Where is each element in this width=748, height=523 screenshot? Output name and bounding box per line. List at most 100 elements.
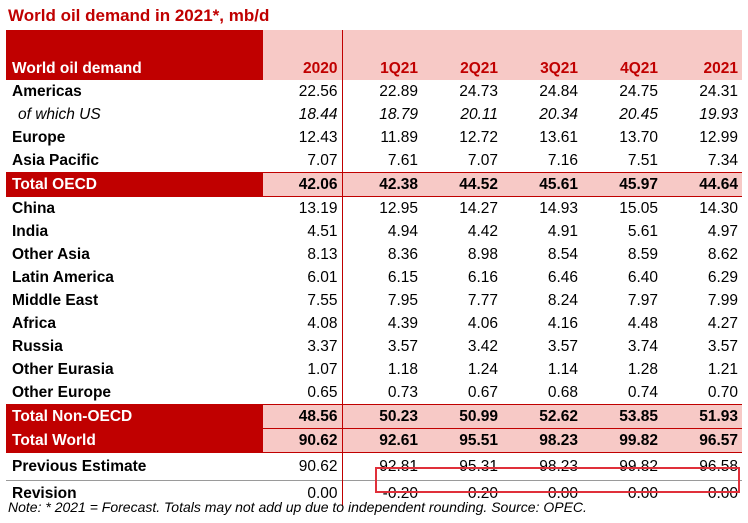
cell-value: 95.31 [422,452,502,481]
table-row: Other Europe 0.65 0.73 0.67 0.68 0.74 0.… [6,381,742,405]
cell-value: 7.34 [707,151,738,169]
cell-value: 90.62 [263,428,343,453]
row-label: Americas [12,82,82,100]
cell-value: 20.45 [619,105,658,123]
cell-value: 3.37 [263,335,343,358]
cell-value: 7.99 [707,291,738,309]
cell-value: 13.19 [263,196,343,220]
cell-value: 1.28 [627,360,658,378]
cell-value: 99.82 [582,452,662,481]
cell-value: 3.57 [547,337,578,355]
cell-value: 98.23 [502,428,582,453]
cell-value: 6.01 [263,266,343,289]
table-row: Latin America 6.01 6.15 6.16 6.46 6.40 6… [6,266,742,289]
cell-value: 8.13 [263,243,343,266]
cell-value: 12.43 [263,126,343,149]
cell-value: 4.16 [547,314,578,332]
cell-value: 7.97 [627,291,658,309]
cell-value: 51.93 [662,404,742,429]
cell-value: 7.77 [467,291,498,309]
cell-value: 7.61 [387,151,418,169]
cell-value: 4.48 [627,314,658,332]
cell-value: 14.93 [502,196,582,220]
cell-value: 1.24 [467,360,498,378]
cell-value: 13.61 [539,128,578,146]
cell-value: 1.14 [547,360,578,378]
row-label: Total World [6,428,263,453]
cell-value: 22.56 [263,80,343,103]
cell-value: 96.57 [662,428,742,453]
cell-value: 0.68 [547,383,578,401]
table-row: Americas 22.56 22.89 24.73 24.84 24.75 2… [6,80,742,103]
table-row: India 4.51 4.94 4.42 4.91 5.61 4.97 [6,220,742,243]
cell-value: 15.05 [582,196,662,220]
cell-value: 8.98 [467,245,498,263]
cell-value: 42.06 [263,172,343,197]
column-header: 1Q21 [342,30,422,80]
header-label: World oil demand [6,30,263,80]
table-row: Previous Estimate 90.62 92.81 95.31 98.2… [6,452,742,481]
cell-value: -0.20 [342,480,422,506]
cell-value: 0.00 [502,480,582,506]
footnote: Note: * 2021 = Forecast. Totals may not … [8,499,587,515]
column-header: 3Q21 [502,30,582,80]
cell-value: 0.65 [263,381,343,405]
total-row: Total World 90.62 92.61 95.51 98.23 99.8… [6,428,742,453]
table-row: China 13.19 12.95 14.27 14.93 15.05 14.3… [6,196,742,220]
cell-value: 44.64 [662,172,742,197]
cell-value: 12.99 [699,128,738,146]
row-label: China [6,196,263,220]
cell-value: 98.23 [502,452,582,481]
cell-value: 48.56 [263,404,343,429]
cell-value: 92.81 [342,452,422,481]
cell-value: 96.58 [662,452,742,481]
row-label: Other Eurasia [12,360,114,378]
row-label: Other Asia [12,245,90,263]
table-row: Middle East 7.55 7.95 7.77 8.24 7.97 7.9… [6,289,742,312]
cell-value: 3.74 [627,337,658,355]
table-row: of which US 18.44 18.79 20.11 20.34 20.4… [6,103,742,126]
cell-value: 52.62 [502,404,582,429]
cell-value: 7.95 [387,291,418,309]
cell-value: 4.51 [263,220,343,243]
row-label: Revision [6,480,263,506]
table-row: Other Eurasia 1.07 1.18 1.24 1.14 1.28 1… [6,358,742,381]
row-label: Previous Estimate [6,452,263,481]
column-header: 2020 [263,30,343,80]
column-header: 4Q21 [582,30,662,80]
cell-value: 8.24 [547,291,578,309]
cell-value: 8.54 [547,245,578,263]
row-label: Other Europe [12,383,112,401]
cell-value: 4.39 [387,314,418,332]
cell-value: 50.99 [422,404,502,429]
cell-value: 11.89 [380,128,418,146]
cell-value: 0.00 [582,480,662,506]
cell-value: 0.73 [387,383,418,401]
cell-value: 95.51 [422,428,502,453]
cell-value: 53.85 [582,404,662,429]
cell-value: 3.57 [707,337,738,355]
column-header: 2Q21 [422,30,502,80]
cell-value: 12.95 [342,196,422,220]
cell-value: 44.52 [422,172,502,197]
table-header-row: World oil demand 2020 1Q21 2Q21 3Q21 4Q2… [6,30,742,80]
cell-value: 13.70 [619,128,658,146]
cell-value: 24.31 [699,82,738,100]
row-label: Africa [12,314,56,332]
cell-value: 4.42 [467,222,498,240]
total-row: Total OECD 42.06 42.38 44.52 45.61 45.97… [6,172,742,197]
row-label: Latin America [12,268,114,286]
cell-value: 45.61 [502,172,582,197]
cell-value: 50.23 [342,404,422,429]
cell-value: 6.40 [627,268,658,286]
cell-value: 0.67 [467,383,498,401]
row-label: Europe [12,128,66,146]
cell-value: 7.07 [467,151,498,169]
cell-value: 3.42 [467,337,498,355]
cell-value: 4.27 [707,314,738,332]
cell-value: 4.97 [707,222,738,240]
revision-row: Revision 0.00 -0.20 0.20 0.00 0.00 0.00 [6,480,742,506]
cell-value: 0.74 [627,383,658,401]
cell-value: 14.27 [422,196,502,220]
cell-value: 1.18 [387,360,418,378]
